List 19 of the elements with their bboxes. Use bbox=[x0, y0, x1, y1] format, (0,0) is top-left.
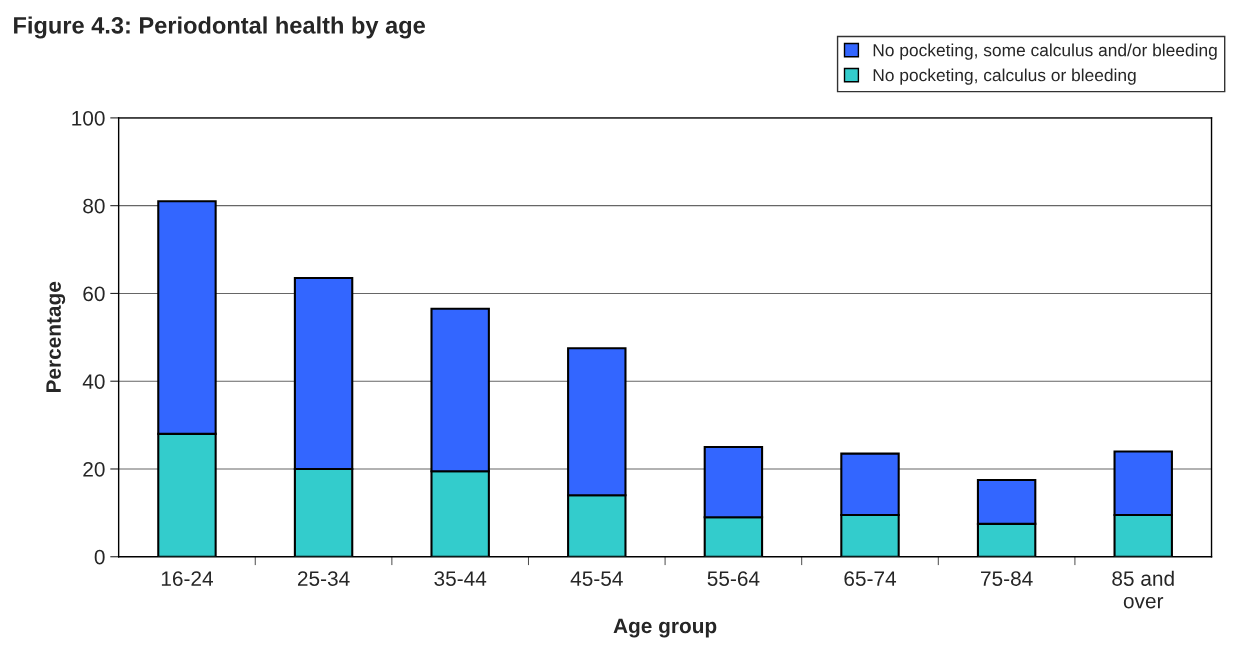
y-tick-label: 0 bbox=[94, 549, 105, 565]
x-axis-title: Age group bbox=[613, 618, 717, 638]
chart-title: Figure 4.3: Periodontal health by age bbox=[14, 16, 425, 39]
y-axis-title: Percentage bbox=[46, 281, 66, 393]
legend-label: No pocketing, calculus or bleeding bbox=[873, 68, 1136, 85]
x-tick-label: 85 and over bbox=[1112, 570, 1174, 609]
y-tick-label: 80 bbox=[83, 198, 105, 214]
x-tick-label: 65-74 bbox=[844, 571, 897, 586]
x-tick-label: 16-24 bbox=[161, 571, 213, 586]
legend-label: No pocketing, some calculus and/or bleeding bbox=[873, 43, 1217, 60]
y-tick-label: 100 bbox=[72, 110, 105, 126]
y-tick-label: 60 bbox=[83, 286, 105, 302]
x-tick-label: 55-64 bbox=[707, 571, 760, 586]
x-tick-label: 35-44 bbox=[434, 571, 487, 586]
x-tick-label: 75-84 bbox=[981, 571, 1033, 586]
y-tick-label: 40 bbox=[82, 374, 105, 389]
y-tick-label: 20 bbox=[83, 461, 105, 477]
x-tick-label: 25-34 bbox=[297, 571, 350, 586]
x-tick-label: 45-54 bbox=[570, 571, 623, 586]
